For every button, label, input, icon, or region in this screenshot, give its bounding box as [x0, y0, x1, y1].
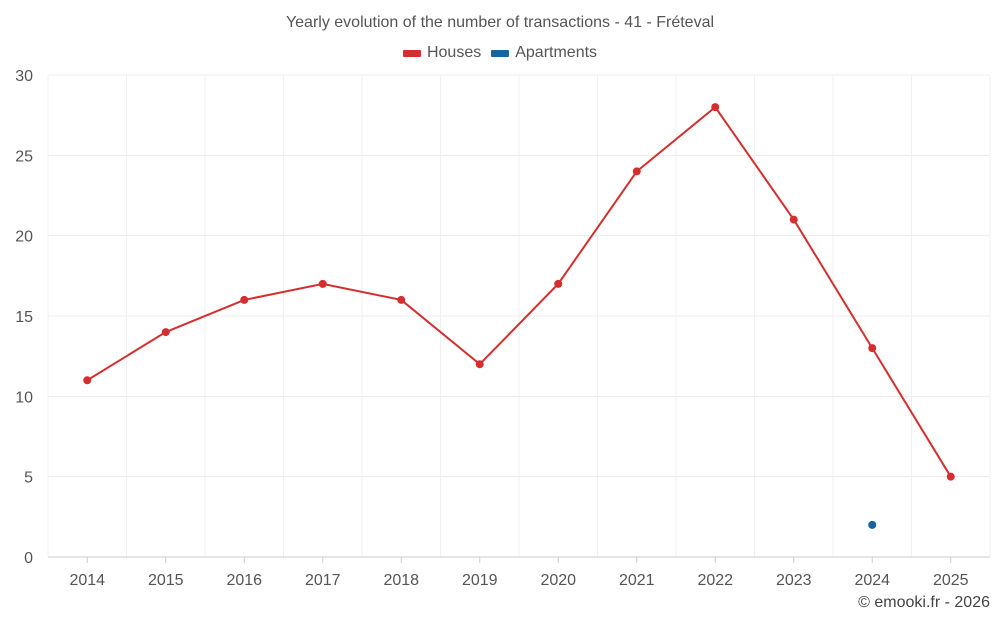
- data-point-houses[interactable]: [789, 215, 798, 224]
- data-point-houses[interactable]: [397, 295, 406, 304]
- y-tick-label: 10: [15, 389, 33, 406]
- y-tick-label: 30: [15, 68, 33, 85]
- x-tick-label: 2023: [776, 572, 812, 589]
- data-point-houses[interactable]: [554, 279, 563, 288]
- data-point-houses[interactable]: [946, 472, 955, 481]
- legend-swatch-apartments: [491, 49, 510, 57]
- data-point-houses[interactable]: [240, 295, 249, 304]
- x-tick-label: 2018: [383, 572, 419, 589]
- y-tick-label: 0: [24, 550, 33, 567]
- series-line-houses: [86, 105, 952, 478]
- x-tick-label: 2015: [148, 572, 184, 589]
- legend-item-apartments[interactable]: Apartments: [491, 44, 597, 62]
- data-point-houses[interactable]: [475, 360, 484, 369]
- axes: [48, 556, 990, 563]
- legend-label-apartments: Apartments: [515, 44, 598, 61]
- grid-lines: [47, 74, 991, 557]
- legend-label-houses: Houses: [426, 44, 482, 61]
- x-tick-label: 2021: [619, 572, 655, 589]
- data-point-apartments[interactable]: [868, 520, 877, 529]
- data-point-houses[interactable]: [83, 376, 92, 385]
- x-tick-label: 2019: [462, 572, 498, 589]
- copyright-watermark: © emooki.fr - 2026: [858, 594, 990, 611]
- x-tick-label: 2014: [69, 572, 105, 589]
- x-tick-label: 2017: [305, 572, 341, 589]
- data-point-houses[interactable]: [632, 167, 641, 176]
- data-point-houses[interactable]: [161, 328, 170, 337]
- data-point-houses[interactable]: [318, 279, 327, 288]
- x-tick-label: 2016: [226, 572, 262, 589]
- chart-title: Yearly evolution of the number of transa…: [285, 14, 715, 31]
- legend: Houses Apartments: [0, 44, 1000, 62]
- legend-item-houses[interactable]: Houses: [402, 44, 482, 62]
- y-tick-label: 5: [24, 470, 33, 487]
- series-layer: [83, 103, 955, 529]
- x-tick-label: 2020: [540, 572, 576, 589]
- data-point-houses[interactable]: [868, 344, 877, 353]
- x-tick-label: 2025: [933, 572, 969, 589]
- x-tick-label: 2022: [697, 572, 733, 589]
- x-tick-label: 2024: [854, 572, 890, 589]
- y-tick-label: 20: [15, 229, 33, 246]
- data-point-houses[interactable]: [711, 103, 720, 112]
- y-tick-label: 15: [15, 309, 33, 326]
- legend-swatch-houses: [402, 49, 421, 57]
- y-tick-label: 25: [15, 148, 33, 165]
